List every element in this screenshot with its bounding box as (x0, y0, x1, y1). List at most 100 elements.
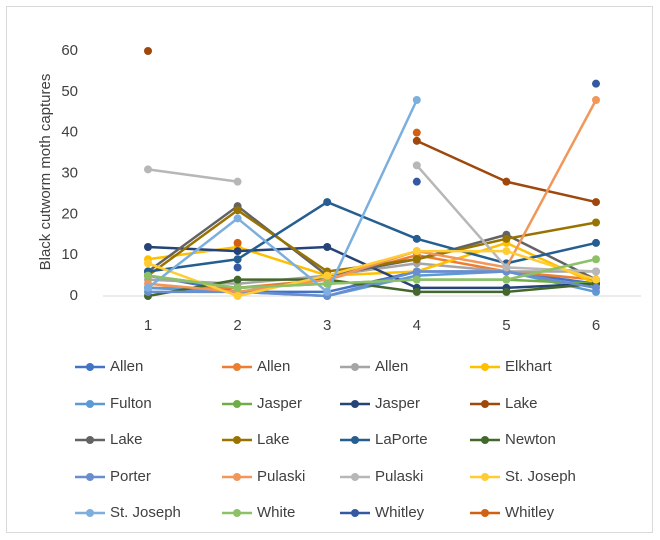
data-point (592, 238, 600, 247)
series-line (147, 258, 597, 290)
legend-marker (481, 400, 489, 408)
data-point (502, 177, 511, 186)
y-tick-label: 0 (70, 287, 78, 304)
legend-label: Pulaski (375, 468, 423, 485)
legend-label: White (257, 504, 295, 521)
data-point (592, 198, 600, 207)
data-point (592, 255, 600, 264)
x-tick-label: 2 (233, 317, 241, 334)
legend-label: Whitley (505, 504, 555, 521)
data-point (412, 136, 421, 145)
legend-marker (351, 400, 359, 408)
data-point (502, 234, 511, 243)
legend-marker (86, 363, 94, 371)
data-point (502, 275, 511, 284)
data-point (323, 271, 332, 280)
x-tick-label: 1 (144, 317, 152, 334)
series-line (147, 200, 597, 273)
legend-label: Newton (505, 431, 556, 448)
data-point (412, 161, 421, 170)
legend-label: Allen (110, 358, 143, 375)
data-point (233, 263, 242, 272)
legend-marker (481, 363, 489, 371)
data-point (233, 292, 242, 300)
data-point (233, 255, 242, 264)
data-point (592, 283, 600, 292)
data-point (233, 214, 242, 223)
legend-label: St. Joseph (110, 504, 181, 521)
data-point (502, 247, 511, 256)
data-point (592, 218, 600, 227)
data-point (233, 283, 242, 292)
data-point (233, 177, 242, 186)
y-tick-label: 50 (61, 83, 78, 100)
legend-label: Whitley (375, 504, 425, 521)
legend-marker (481, 473, 489, 481)
legend-label: Allen (257, 358, 290, 375)
data-point (144, 47, 152, 55)
data-point (412, 96, 421, 104)
data-point (502, 263, 511, 272)
legend-label: Porter (110, 468, 151, 485)
data-point (323, 287, 332, 296)
legend-marker (233, 436, 241, 444)
y-tick-label: 10 (61, 246, 78, 263)
legend-label: Jasper (257, 395, 302, 412)
legend-marker (481, 436, 489, 444)
legend-marker (86, 400, 94, 408)
data-point (412, 255, 421, 264)
data-point (323, 279, 332, 288)
data-point (233, 247, 242, 256)
data-point (412, 275, 421, 284)
series-line (147, 204, 597, 281)
data-point (412, 177, 421, 186)
legend-marker (233, 473, 241, 481)
legend-label: Pulaski (257, 468, 305, 485)
legend-marker (351, 363, 359, 371)
legend-label: St. Joseph (505, 468, 576, 485)
legend-label: Lake (110, 431, 143, 448)
data-point (412, 287, 421, 296)
data-point (233, 206, 242, 215)
legend-marker (351, 436, 359, 444)
data-point (233, 238, 242, 247)
legend-label: Fulton (110, 395, 152, 412)
x-tick-label: 3 (323, 317, 331, 334)
data-point (592, 275, 600, 284)
legend-marker (86, 436, 94, 444)
data-point (592, 79, 600, 88)
x-tick-label: 5 (502, 317, 510, 334)
x-tick-label: 4 (413, 317, 421, 334)
legend-label: Allen (375, 358, 408, 375)
data-point (233, 275, 242, 284)
data-point (144, 283, 152, 292)
legend-label: Jasper (375, 395, 420, 412)
y-tick-label: 20 (61, 205, 78, 222)
legend-marker (351, 509, 359, 517)
legend-label: Lake (505, 395, 538, 412)
series-line (147, 99, 418, 294)
data-point (144, 271, 152, 280)
data-point (144, 243, 152, 251)
legend-label: Elkhart (505, 358, 553, 375)
legend-marker (233, 400, 241, 408)
series-line (148, 270, 597, 298)
data-point (502, 287, 511, 296)
legend-marker (86, 473, 94, 481)
data-point (144, 165, 152, 174)
data-point (412, 128, 421, 137)
series-line (147, 278, 597, 298)
data-point (144, 259, 152, 268)
legend-label: Lake (257, 431, 290, 448)
data-point (592, 267, 600, 276)
data-point (323, 243, 332, 251)
y-tick-label: 40 (61, 124, 78, 141)
y-axis-title: Black cutworm moth captures (37, 74, 54, 271)
x-tick-label: 6 (592, 317, 600, 334)
legend-marker (86, 509, 94, 517)
legend-marker (351, 473, 359, 481)
data-point (592, 96, 600, 104)
legend-marker (233, 509, 241, 517)
y-tick-label: 30 (61, 164, 78, 181)
